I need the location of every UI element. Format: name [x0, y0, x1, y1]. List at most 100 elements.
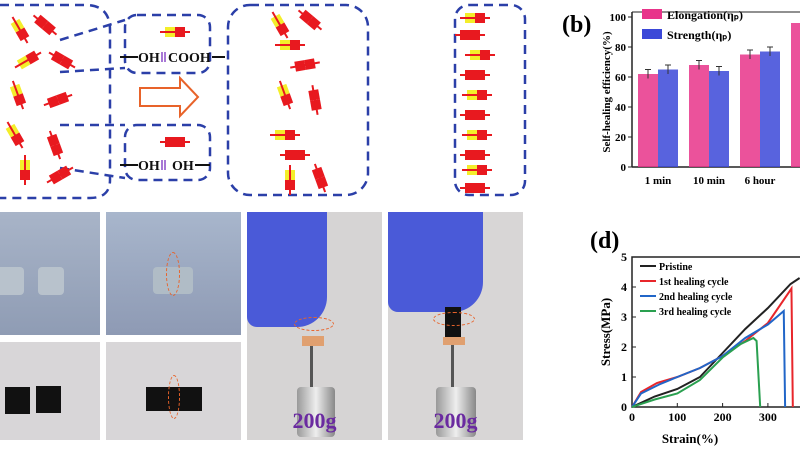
x-tick-label: 10 min [693, 175, 725, 187]
plot-frame [631, 256, 800, 408]
molecular-unit [285, 165, 295, 195]
x-tick-label: 200 [714, 410, 732, 424]
photo-black-weight-test: 200g [388, 212, 523, 440]
healing-mechanism-scheme: OH COOH OH OH [0, 3, 527, 200]
molecular-unit [43, 91, 73, 109]
bond-group-cooh: COOH [168, 51, 211, 66]
molecular-unit [460, 70, 490, 80]
legend-label: 2nd healing cycle [659, 292, 733, 303]
unit-link [290, 61, 320, 69]
molecular-unit [14, 50, 42, 70]
y-tick-label: 0 [621, 162, 627, 174]
molecular-unit [280, 150, 310, 160]
molecular-unit [20, 155, 30, 185]
y-tick-label: 80 [615, 42, 627, 54]
photo-transparent-healed [106, 212, 241, 335]
molecular-unit [460, 13, 490, 23]
molecular-unit [460, 183, 490, 193]
molecular-unit [160, 137, 190, 147]
y-tick-label: 60 [615, 72, 627, 84]
unit-link [313, 163, 327, 193]
legend-label: Pristine [659, 262, 693, 273]
legend-swatch [642, 9, 662, 19]
unit-link [6, 121, 24, 149]
y-tick-label: 5 [621, 250, 627, 264]
unit-link [278, 80, 292, 110]
x-axis-label: Strain(%) [662, 431, 718, 446]
molecular-unit [10, 16, 30, 44]
legend-label: 1st healing cycle [659, 277, 729, 288]
molecular-unit [460, 150, 490, 160]
molecular-unit [5, 121, 25, 149]
y-axis-label: Stress(MPa) [598, 298, 613, 366]
unit-link [32, 14, 58, 36]
molecular-unit [32, 14, 58, 36]
molecular-unit [297, 9, 323, 31]
panel-label: (d) [590, 228, 619, 254]
bar [689, 65, 709, 167]
x-tick-label: 6 hour [745, 175, 776, 187]
network-box-2 [226, 3, 370, 197]
unit-link [11, 80, 25, 110]
self-healing-efficiency-bar-chart: (b) Self-healing efficiency(%) 0 20 40 60 80… [562, 8, 800, 187]
molecular-unit [290, 58, 320, 72]
unit-link [14, 51, 42, 69]
bar [658, 69, 678, 167]
series-line [631, 308, 787, 408]
y-tick-label: 40 [615, 102, 627, 114]
stress-strain-line-chart: (d) Stress(MPa) Strain(%) 0 1 2 3 4 5 0 100 200 3… [590, 228, 800, 446]
molecular-unit [311, 163, 329, 193]
legend-label: 3rd healing cycle [659, 307, 732, 318]
series-line [631, 277, 800, 408]
bond-group-oh: OH [138, 51, 160, 66]
molecular-unit [460, 110, 490, 120]
legend-swatch [642, 29, 662, 39]
weight-label: 200g [433, 408, 478, 433]
molecular-unit [9, 80, 27, 110]
x-tick-label: 100 [668, 410, 686, 424]
y-axis-label: Self-healing efficiency(%) [601, 31, 613, 153]
bar [791, 23, 800, 167]
photo-black-healed [106, 342, 241, 440]
molecular-unit [46, 165, 74, 185]
legend-label: Elongation(ηₚ) [667, 8, 743, 22]
arrow-right-icon [139, 75, 200, 119]
panel-label: (b) [562, 12, 591, 38]
y-tick-label: 0 [621, 400, 627, 414]
y-tick-label: 3 [621, 310, 627, 324]
molecular-unit [270, 11, 290, 39]
bond-group-oh: OH [172, 159, 194, 174]
molecular-unit [48, 50, 76, 70]
molecular-unit [308, 85, 322, 115]
y-tick-label: 20 [615, 132, 627, 144]
bar [638, 74, 658, 167]
unit-link [311, 85, 319, 115]
zoom-lines [59, 18, 126, 180]
unit-link [43, 93, 73, 107]
y-tick-label: 4 [621, 280, 627, 294]
network-box-3 [453, 3, 527, 197]
bar [709, 71, 729, 167]
photo-transparent-weight-test: 200g [247, 212, 382, 440]
bond-box-top [123, 13, 212, 75]
unit-link [46, 166, 74, 184]
unit-link [297, 9, 323, 31]
series-line [631, 336, 762, 408]
bond-group-oh: OH [138, 159, 160, 174]
weight-label: 200g [292, 408, 337, 433]
unit-link [11, 16, 29, 44]
x-tick-label: 0 [629, 410, 635, 424]
y-tick-label: 2 [621, 340, 627, 354]
photo-transparent-cut [0, 212, 100, 335]
unit-link [271, 11, 289, 39]
unit-link [48, 130, 62, 160]
molecular-unit [462, 165, 492, 175]
molecular-unit [275, 40, 305, 50]
network-box-1 [0, 3, 112, 200]
molecular-unit [270, 130, 300, 140]
molecular-unit [465, 50, 495, 60]
molecular-unit [160, 27, 190, 37]
x-tick-label: 1 min [645, 175, 672, 187]
bar [760, 51, 780, 167]
y-tick-label: 100 [610, 12, 627, 24]
